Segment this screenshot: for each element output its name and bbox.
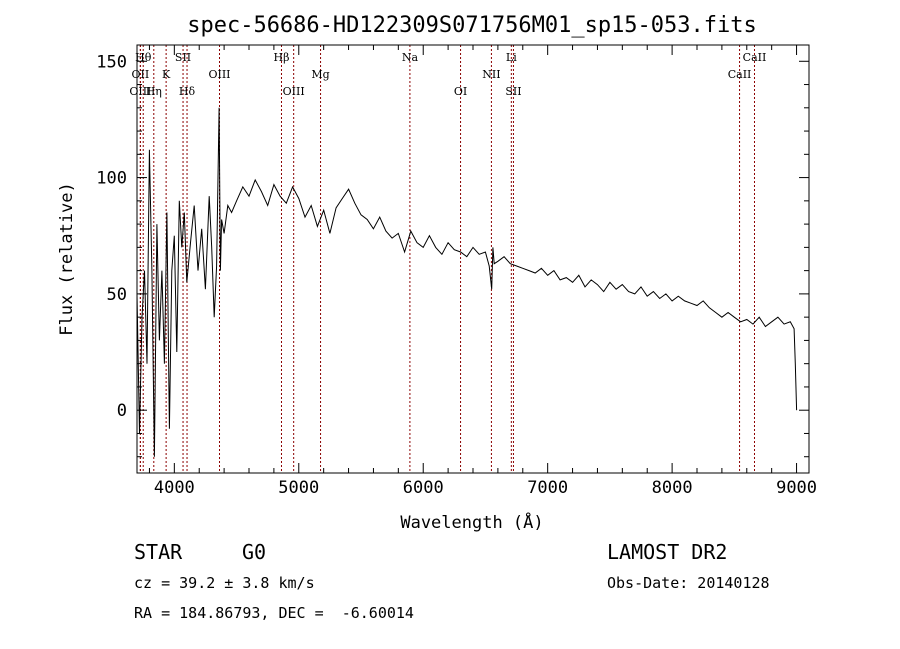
spectral-line-label: SII — [505, 85, 521, 98]
spectrum-chart: spec-56686-HD122309S071756M01_sp15-053.f… — [57, 13, 817, 533]
x-tick-label: 5000 — [278, 478, 319, 498]
spectral-line-label: K — [162, 68, 171, 81]
survey-label: LAMOST DR2 — [607, 540, 728, 564]
spectral-line-label: Hη — [146, 85, 162, 98]
spectral-line-label: Mg — [311, 68, 329, 81]
chart-title: spec-56686-HD122309S071756M01_sp15-053.f… — [187, 13, 757, 38]
x-axis-label: Wavelength (Å) — [400, 511, 543, 533]
x-tick-label: 7000 — [527, 478, 568, 498]
redshift-readout: cz = 39.2 ± 3.8 km/s — [134, 574, 315, 592]
y-tick-label: 0 — [117, 401, 127, 421]
x-tick-label: 4000 — [154, 478, 195, 498]
plot-frame — [136, 44, 810, 474]
obs-date-readout: Obs-Date: 20140128 — [607, 574, 770, 592]
x-tick-label: 9000 — [776, 478, 817, 498]
axis-ticks: 4000 5000 6000 7000 8000 9000 0 50 100 150 — [96, 45, 817, 498]
y-tick-label: 100 — [96, 169, 127, 189]
y-axis-label: Flux (relative) — [57, 182, 77, 336]
spectral-line-label: OIII — [129, 85, 151, 98]
spectral-line-label: Hδ — [179, 85, 196, 98]
spectral-line-label: CaII — [743, 51, 767, 64]
spectral-line-label: Na — [402, 51, 419, 64]
y-tick-label: 50 — [107, 285, 127, 305]
spectral-line-labels: OII OIII Hθ HηK SII Hδ OIII Hβ OIII Mg Na OI NII Li SI… — [129, 51, 766, 98]
y-tick-label: 150 — [96, 52, 127, 72]
spectral-line-label: Li — [506, 51, 517, 64]
coordinates-readout: RA = 184.86793, DEC = -6.60014 — [134, 604, 414, 622]
class-label: STAR — [134, 540, 183, 564]
spectral-line-label: SII — [175, 51, 191, 64]
x-tick-label: 6000 — [403, 478, 444, 498]
spectral-line-label: Hβ — [274, 51, 290, 64]
x-tick-label: 8000 — [652, 478, 693, 498]
spectral-line-label: OIII — [283, 85, 305, 98]
spectral-line-label: OIII — [208, 68, 230, 81]
subclass-label: G0 — [242, 540, 267, 564]
spectral-line-label: CaII — [728, 68, 752, 81]
spectral-line-markers — [139, 45, 755, 473]
spectral-line-label: NII — [482, 68, 500, 81]
spectrum-series-line — [136, 107, 798, 457]
spectral-line-label: OI — [454, 85, 467, 98]
spectral-line-label: Hθ — [135, 51, 152, 64]
spectral-line-label: OII — [132, 68, 150, 81]
